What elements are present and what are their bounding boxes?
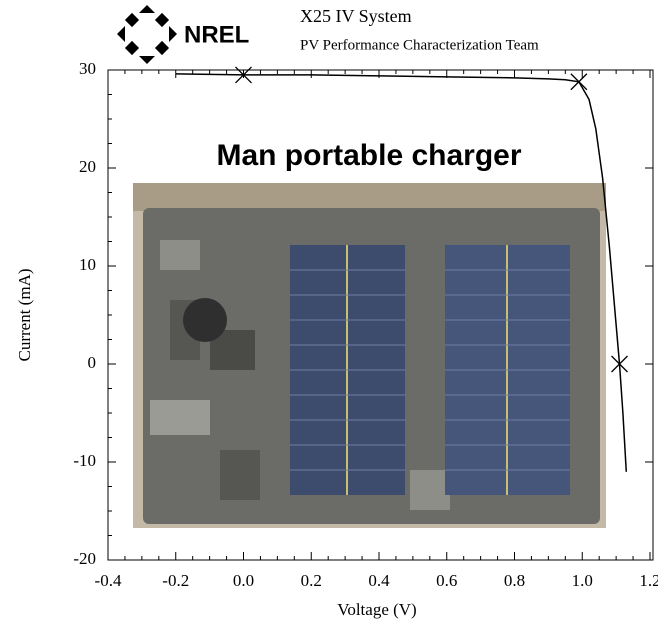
- charger-photo: [133, 183, 606, 528]
- point-marker: [570, 73, 588, 91]
- y-tick-label: 20: [79, 157, 96, 176]
- y-tick-label: -10: [73, 451, 96, 470]
- point-marker: [235, 66, 252, 84]
- team-name: PV Performance Characterization Team: [300, 37, 539, 53]
- x-tick-label: 1.0: [572, 571, 593, 590]
- y-tick-label: 0: [88, 353, 97, 372]
- logo-text: NREL: [184, 21, 249, 48]
- y-tick-label: -20: [73, 549, 96, 568]
- x-tick-label: -0.2: [162, 571, 189, 590]
- x-axis-label: Voltage (V): [337, 600, 416, 619]
- x-tick-label: -0.4: [95, 571, 122, 590]
- nrel-logo-icon: [117, 5, 177, 64]
- y-axis-label: Current (mA): [15, 268, 34, 361]
- point-marker: [611, 355, 628, 373]
- x-tick-label: 0.6: [436, 571, 457, 590]
- y-tick-label: 30: [79, 59, 96, 78]
- x-tick-label: 1.2: [639, 571, 658, 590]
- y-tick-label: 10: [79, 255, 96, 274]
- system-name: X25 IV System: [300, 6, 412, 26]
- x-tick-label: 0.8: [504, 571, 525, 590]
- x-tick-label: 0.0: [233, 571, 254, 590]
- x-tick-label: 0.2: [301, 571, 322, 590]
- x-tick-label: 0.4: [368, 571, 390, 590]
- chart-title: Man portable charger: [216, 139, 521, 172]
